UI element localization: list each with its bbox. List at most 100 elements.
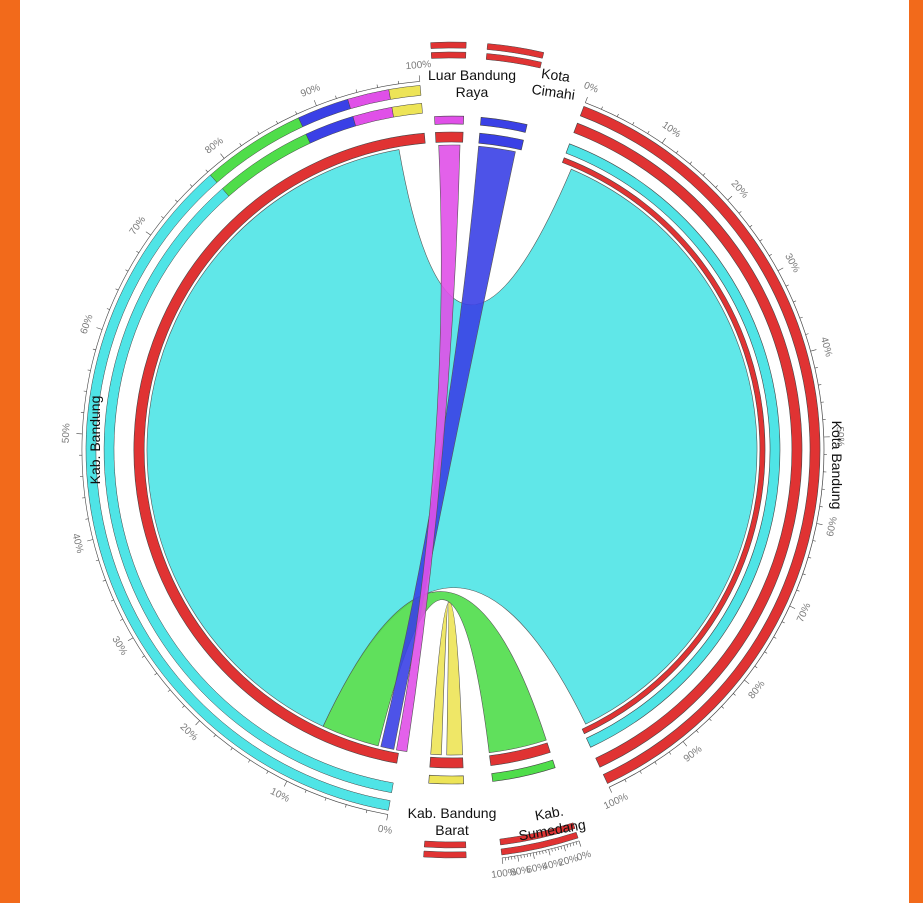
kab-bandung-outer-track-part-3: [347, 89, 391, 110]
kab-sumedang-tick: [536, 852, 538, 856]
kota-bandung-inner-track: [562, 157, 766, 735]
kab-bandung-tick: [83, 390, 87, 392]
kota-cimahi-second-track: [480, 116, 528, 133]
kota-bandung-tick: [785, 284, 789, 287]
kota-bandung-tick: [805, 333, 809, 335]
kab-bandung-tick: [189, 184, 193, 187]
kota-bandung-tick: [754, 665, 758, 669]
kota-bandung-tick: [810, 349, 817, 352]
kab-bandung-tick: [145, 231, 151, 236]
kota-bandung-tick: [814, 367, 818, 369]
kota-bandung-tick: [816, 523, 823, 525]
region-label-luar-bandung-raya: Luar Bandung Raya: [428, 67, 516, 100]
kota-bandung-scale-label: 0%: [582, 80, 600, 95]
kab-sumedang-tick: [542, 850, 544, 854]
kab-sumedang-tick: [545, 850, 547, 854]
ribbon-kab-bandung-to-kab-sumedang: [322, 591, 547, 754]
region-label-line: Kota Bandung: [829, 421, 845, 510]
kab-bandung-outer-track-part-4: [388, 85, 422, 100]
kota-bandung-scale-label: 90%: [682, 744, 705, 765]
kota-bandung-scale-label: 50%: [834, 426, 846, 446]
kota-bandung-tick: [738, 211, 742, 214]
kab-bandung-tick: [266, 770, 269, 774]
kota-cimahi-inner-track: [478, 132, 524, 151]
kab-sumedang-scale-label: 80%: [510, 865, 532, 879]
kab-bandung-scale-label: 90%: [299, 82, 322, 100]
kota-bandung-tick: [668, 751, 672, 755]
kab-bandung-scale-label: 30%: [109, 635, 129, 658]
luar-bandung-raya-second-track: [434, 115, 465, 125]
region-label-kab-bandung-barat: Kab. Bandung Barat: [408, 805, 497, 838]
kab-sumedang-tick: [563, 845, 566, 852]
kab-bandung-tick: [85, 518, 89, 520]
diagram-panel: 0% 10% 20% 30% 40% 50% 60% 70% 80% 90% 100% 0% 10% 20…: [20, 0, 909, 903]
kota-bandung-scale-label: 30%: [782, 252, 801, 275]
ribbon-kab-bandung-to-luar-bandung-raya: [396, 144, 461, 752]
kab-sumedang-inner-track: [489, 742, 551, 766]
kota-bandung-tick: [689, 161, 693, 165]
kota-bandung-scale-label: 40%: [818, 336, 834, 358]
region-label-kab-bandung: Kab. Bandung: [87, 396, 103, 485]
kota-bandung-tick: [749, 224, 753, 228]
kota-bandung-tick: [808, 557, 812, 559]
kab-bandung-tick: [295, 111, 298, 115]
region-label-line: Luar Bandung: [428, 67, 516, 83]
kab-sumedang-tick: [560, 846, 562, 850]
kab-bandung-tick: [115, 288, 119, 291]
kab-bandung-tick: [127, 637, 134, 642]
kab-bandung-tick: [324, 797, 327, 801]
kab-bandung-barat-second-track: [428, 774, 465, 785]
region-label-line: Kab.: [534, 803, 565, 824]
kab-bandung-tick: [230, 747, 233, 751]
kab-sumedang-scale-label: 100%: [491, 867, 518, 881]
kota-bandung-tick: [702, 173, 706, 176]
kab-bandung-tick: [313, 100, 317, 106]
kab-sumedang-tick: [554, 847, 556, 851]
kota-bandung-tick: [661, 137, 666, 144]
kota-bandung-tick: [585, 96, 588, 103]
kab-bandung-tick: [125, 269, 129, 272]
kab-bandung-tick: [248, 759, 251, 763]
kota-bandung-tick: [759, 239, 763, 242]
kab-sumedang-tick: [508, 857, 510, 861]
kab-sumedang-tick: [520, 855, 522, 859]
kab-sumedang-scale-label: 0%: [575, 849, 592, 864]
ribbon-kab-bandung-barat-self: [430, 602, 463, 756]
kota-bandung-tick: [819, 506, 823, 508]
kota-bandung-tick: [769, 253, 772, 256]
kab-bandung-tick: [276, 120, 278, 124]
luar-bandung-raya-outer-block-1: [430, 51, 467, 59]
kab-bandung-barat-outer-block-2: [423, 850, 467, 859]
kab-bandung-scale-label: 100%: [405, 59, 432, 72]
kab-bandung-tick: [154, 672, 158, 676]
luar-bandung-raya-inner-track: [435, 131, 464, 143]
kota-bandung-tick: [721, 706, 724, 709]
kota-bandung-tick: [727, 195, 733, 201]
kab-bandung-tick: [102, 579, 106, 582]
kota-bandung-tick: [818, 384, 822, 386]
ribbon-kab-bandung-to-kota-cimahi: [380, 145, 516, 750]
kab-bandung-tick: [213, 734, 216, 738]
kab-bandung-tick: [175, 199, 178, 203]
kota-bandung-outer-track: [579, 106, 821, 784]
region-label-line: Kota: [540, 65, 571, 85]
kab-bandung-tick: [95, 559, 99, 562]
kota-bandung-tick: [616, 113, 619, 117]
kab-sumedang-second-track: [491, 759, 556, 782]
kota-bandung-tick: [781, 621, 785, 624]
kota-bandung-scale-label: 80%: [746, 679, 767, 702]
kota-bandung-tick: [696, 730, 699, 733]
kab-sumedang-tick: [578, 840, 582, 847]
kota-bandung-tick: [777, 267, 784, 272]
kota-bandung-tick: [764, 651, 768, 654]
kota-bandung-tick: [744, 679, 750, 685]
kab-sumedang-scale-label: 60%: [526, 861, 548, 876]
kab-sumedang-tick: [548, 849, 551, 856]
kota-bandung-tick: [799, 316, 803, 319]
kab-bandung-tick: [220, 153, 225, 159]
kota-bandung-tick: [773, 636, 777, 639]
kota-bandung-scale-label: 10%: [660, 120, 683, 140]
kota-bandung-tick: [676, 150, 679, 154]
region-labels: Kab. Bandung Kota Bandung Luar Bandung Raya…: [87, 65, 845, 843]
kab-bandung-tick: [365, 810, 368, 814]
